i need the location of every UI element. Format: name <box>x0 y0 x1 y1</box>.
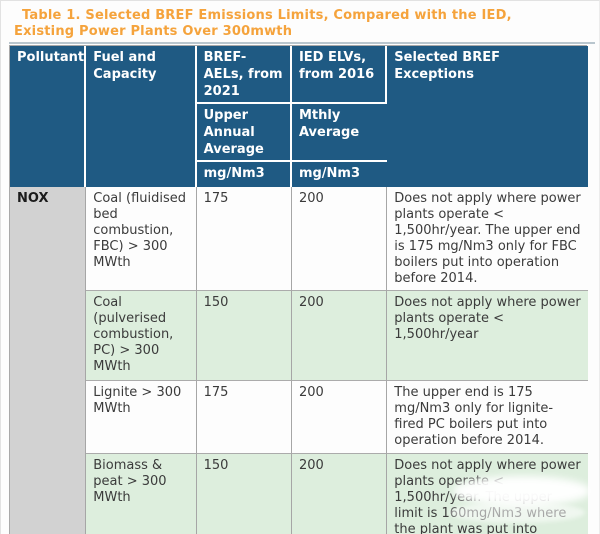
header-row-1: Pollutant Fuel and Capacity BREF-AELs, f… <box>10 46 588 187</box>
exception-cell: Does not apply where power plants operat… <box>387 187 588 291</box>
title-underline <box>9 42 595 44</box>
table-row-coal-pc: Coal (pulverised combustion, PC) > 300 M… <box>10 291 588 381</box>
fuel-cell: Biomass & peat > 300 MWth <box>86 454 197 534</box>
ied-value-cell: 200 <box>291 291 388 381</box>
bref-value-cell: 150 <box>196 291 292 381</box>
header-row-3: mg/Nm3 mg/Nm3 <box>10 162 588 187</box>
table-title: Table 1. Selected BREF Emissions Limits,… <box>1 1 599 39</box>
header-ied-elvs: IED ELVs, from 2016 <box>291 46 388 104</box>
ied-value-cell: 200 <box>291 454 388 534</box>
emissions-table: Pollutant Fuel and Capacity BREF-AELs, f… <box>10 46 588 534</box>
table-title-line1: Table 1. Selected BREF Emissions Limits,… <box>22 8 512 23</box>
emissions-table-frame: Pollutant Fuel and Capacity BREF-AELs, f… <box>9 45 588 534</box>
header-bref-exceptions: Selected BREF Exceptions <box>387 46 588 187</box>
table-title-line2: Existing Power Plants Over 300mwth <box>14 23 293 39</box>
fuel-cell: Lignite > 300 MWth <box>86 381 197 454</box>
ied-value-cell: 200 <box>291 187 388 291</box>
header-row-2: Upper Annual Average Mthly Average <box>10 104 588 162</box>
white-smudge-overlay <box>453 476 591 506</box>
header-mthly-average: Mthly Average <box>291 104 388 162</box>
exception-cell: Does not apply where power plants operat… <box>387 291 588 381</box>
header-fuel-capacity: Fuel and Capacity <box>86 46 197 187</box>
header-ied-unit: mg/Nm3 <box>291 162 388 187</box>
fuel-cell: Coal (pulverised combustion, PC) > 300 M… <box>86 291 197 381</box>
ied-value-cell: 200 <box>291 381 388 454</box>
header-upper-annual-average: Upper Annual Average <box>196 104 292 162</box>
fuel-cell: Coal (fluidised bed combustion, FBC) > 3… <box>86 187 197 291</box>
table-row-lignite: Lignite > 300 MWth 175 200 The upper end… <box>10 381 588 454</box>
pollutant-cell-nox: NOX <box>10 187 87 534</box>
bref-value-cell: 175 <box>196 381 292 454</box>
bref-value-cell: 175 <box>196 187 292 291</box>
exception-cell: The upper end is 175 mg/Nm3 only for lig… <box>387 381 588 454</box>
header-bref-unit: mg/Nm3 <box>196 162 292 187</box>
bref-value-cell: 150 <box>196 454 292 534</box>
header-pollutant: Pollutant <box>10 46 87 187</box>
white-smudge-overlay-faded <box>449 502 585 523</box>
header-bref-aels: BREF-AELs, from 2021 <box>196 46 292 104</box>
table-row-coal-fbc: NOX Coal (fluidised bed combustion, FBC)… <box>10 187 588 534</box>
